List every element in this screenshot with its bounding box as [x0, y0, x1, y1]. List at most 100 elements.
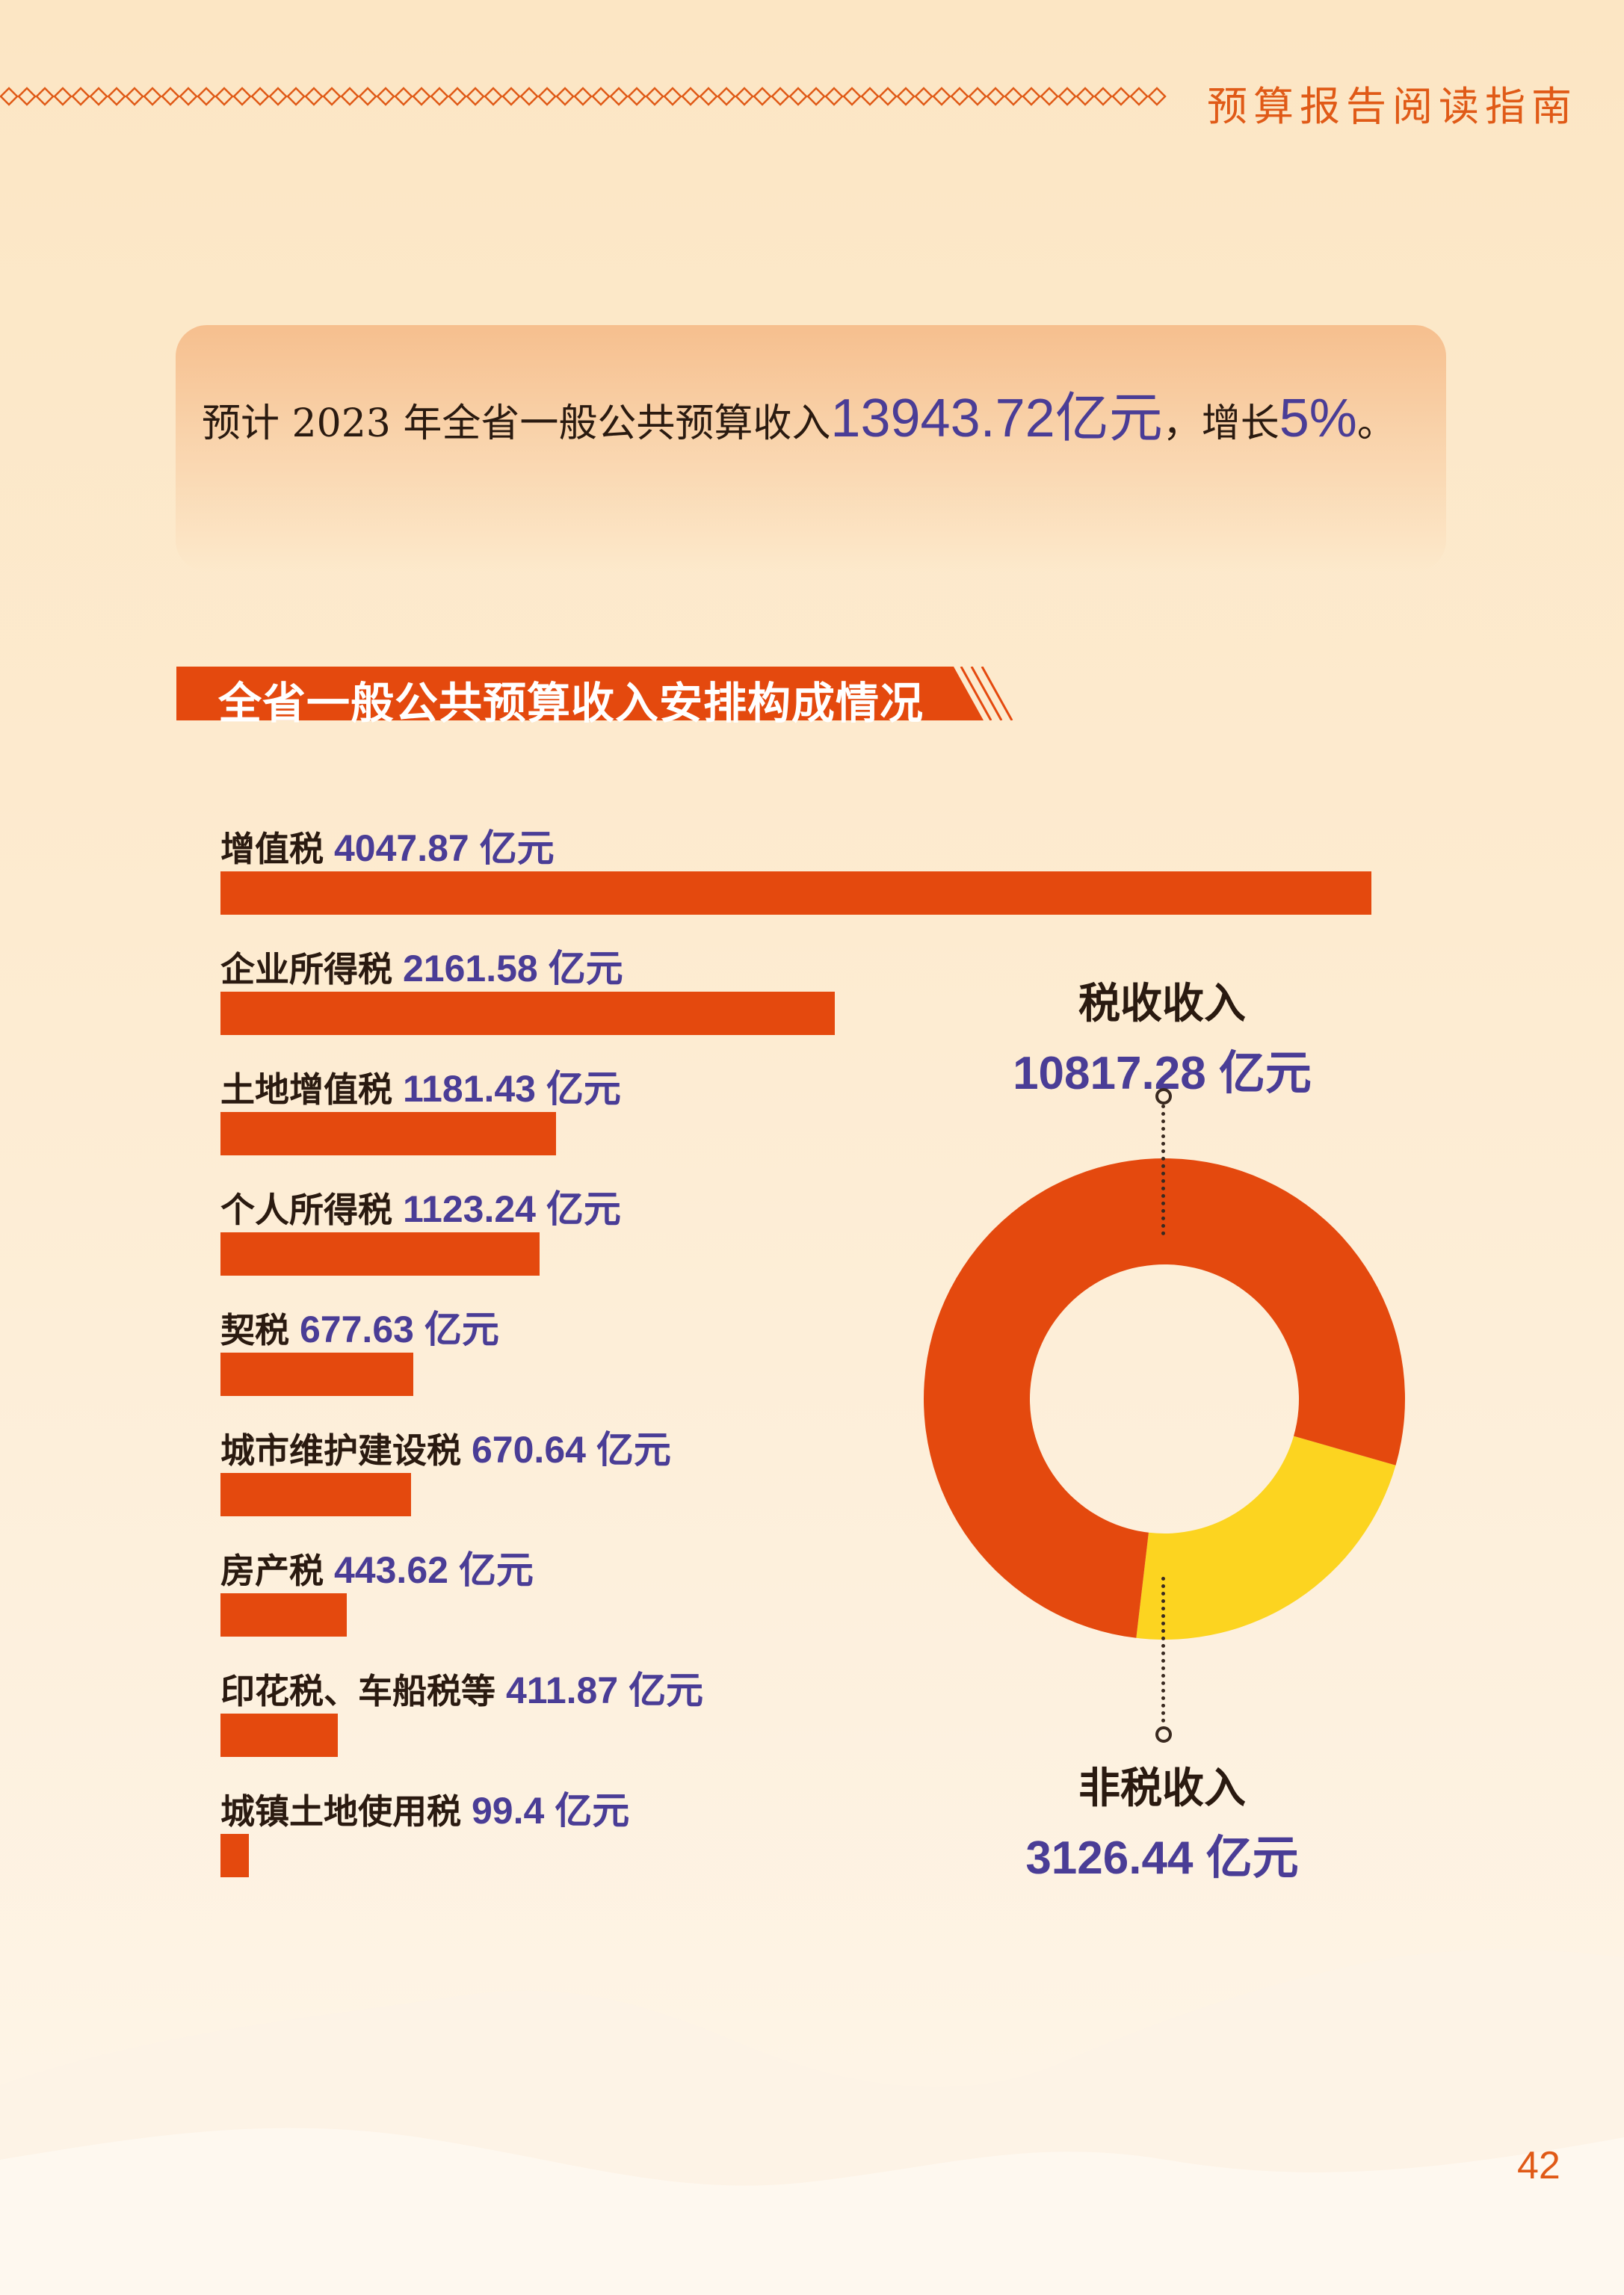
header-diamond	[968, 87, 987, 106]
header-diamond	[214, 87, 234, 106]
header-diamond	[645, 87, 664, 106]
header-diamond	[627, 87, 646, 106]
header-diamond	[1004, 87, 1023, 106]
bar	[220, 871, 1371, 915]
header-diamond	[788, 87, 808, 106]
bar-value-label: 4047.87 亿元	[334, 827, 555, 869]
bar	[220, 1112, 557, 1155]
summary-unit: 亿元	[1055, 389, 1163, 448]
header-diamond	[842, 87, 862, 106]
leader-dot-tax	[1155, 1088, 1172, 1105]
summary-growth: 5%	[1279, 389, 1357, 448]
summary-mid: ，增长	[1162, 401, 1279, 446]
header-diamond	[735, 87, 754, 106]
header-diamond	[950, 87, 969, 106]
page-number: 42	[1517, 2144, 1560, 2187]
header-diamond	[896, 87, 916, 106]
header-diamond	[1022, 87, 1041, 106]
header-diamond	[932, 87, 951, 106]
header-diamond	[573, 87, 593, 106]
bar-category-label: 城镇土地使用税	[220, 1791, 461, 1832]
bar	[220, 1353, 413, 1396]
header-diamond	[197, 87, 216, 106]
donut-label-tax-name: 税收收入	[1078, 980, 1246, 1028]
bar-value-label: 670.64 亿元	[472, 1429, 671, 1471]
bar-label: 城市维护建设税 670.64 亿元	[220, 1420, 671, 1474]
header-diamond	[1058, 87, 1077, 106]
mountain-decoration	[0, 1949, 1624, 2295]
bar-value-label: 677.63 亿元	[300, 1309, 499, 1350]
summary-suffix: 。	[1356, 401, 1396, 446]
bar-label: 印花税、车船税等 411.87 亿元	[220, 1661, 703, 1714]
bar-category-label: 印花税、车船税等	[220, 1671, 495, 1711]
header-diamond	[519, 87, 539, 106]
header-diamond	[232, 87, 252, 106]
summary-total: 13943.72	[830, 389, 1055, 448]
bar-value-label: 411.87 亿元	[506, 1669, 704, 1711]
header-diamond	[699, 87, 718, 106]
header-diamond	[537, 87, 557, 106]
leader-dot-nontax	[1155, 1726, 1172, 1743]
header-diamond	[143, 87, 162, 106]
donut-slice	[1136, 1436, 1396, 1640]
bar	[220, 1232, 540, 1276]
summary-prefix: 预计 2023 年全省一般公共预算收入	[202, 401, 831, 446]
header-diamond	[1129, 87, 1149, 106]
bar-category-label: 土地增值税	[220, 1069, 392, 1110]
header-diamond	[107, 87, 126, 106]
leader-line-tax	[1161, 1105, 1165, 1235]
leader-line-nontax	[1161, 1577, 1165, 1723]
header-diamond	[609, 87, 629, 106]
bar-category-label: 增值税	[220, 829, 324, 869]
header-diamond	[663, 87, 682, 106]
header-diamond	[286, 87, 306, 106]
bar-label: 房产税 443.62 亿元	[220, 1540, 534, 1594]
header-diamond	[35, 87, 55, 106]
bar	[220, 992, 836, 1035]
bar-label: 个人所得税 1123.24 亿元	[220, 1179, 621, 1233]
bar-label: 增值税 4047.87 亿元	[220, 818, 555, 872]
header-diamond	[250, 87, 270, 106]
bar-category-label: 城市维护建设税	[220, 1430, 461, 1471]
header-diamond	[17, 87, 37, 106]
bar-value-label: 1123.24 亿元	[403, 1188, 621, 1230]
bar-label: 城镇土地使用税 99.4 亿元	[220, 1781, 629, 1835]
bar-value-label: 2161.58 亿元	[403, 948, 623, 989]
header-diamond	[394, 87, 413, 106]
summary-panel	[176, 325, 1446, 572]
header-diamond	[824, 87, 844, 106]
bar-label: 土地增值税 1181.43 亿元	[220, 1059, 621, 1113]
header-diamond	[161, 87, 180, 106]
bar-value-label: 443.62 亿元	[334, 1549, 534, 1591]
header-diamond	[304, 87, 324, 106]
header-diamond	[986, 87, 1005, 106]
header-diamond	[771, 87, 790, 106]
header-diamond	[484, 87, 503, 106]
header-diamond	[358, 87, 377, 106]
header-diamond	[125, 87, 144, 106]
section-title: 全省一般公共预算收入安排构成情况	[218, 678, 924, 729]
donut-label-nontax-name: 非税收入	[1078, 1764, 1246, 1813]
bar-label: 契税 677.63 亿元	[220, 1300, 499, 1353]
header-diamond	[466, 87, 485, 106]
header-diamond	[340, 87, 359, 106]
bar	[220, 1473, 412, 1516]
header-diamond	[0, 87, 19, 106]
section-title-banner	[176, 667, 1013, 720]
header-diamond	[179, 87, 198, 106]
header-diamond	[268, 87, 288, 106]
header-diamond	[914, 87, 933, 106]
header-diamond	[89, 87, 108, 106]
donut-label-tax: 税收收入 10817.28 亿元	[938, 970, 1386, 1102]
header-diamond	[806, 87, 826, 106]
header-diamond	[53, 87, 72, 106]
bar-value-label: 1181.43 亿元	[403, 1068, 621, 1110]
header-diamond	[681, 87, 700, 106]
header-diamond	[322, 87, 342, 106]
bar	[220, 1834, 249, 1877]
header-diamond	[430, 87, 449, 106]
donut-slice	[924, 1158, 1405, 1638]
bar	[220, 1714, 338, 1757]
bar	[220, 1593, 347, 1637]
header-diamond	[555, 87, 575, 106]
